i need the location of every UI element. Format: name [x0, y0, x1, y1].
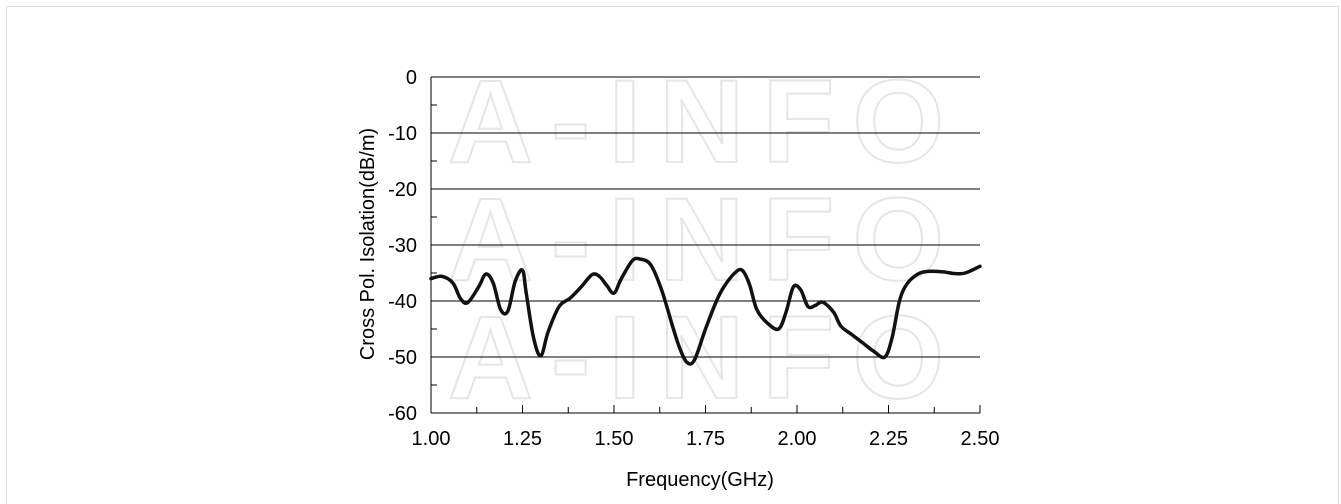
- y-tick-label: -40: [388, 291, 417, 313]
- y-tick-label: 0: [406, 67, 417, 89]
- x-tick-label: 2.00: [778, 428, 817, 450]
- axes: [430, 77, 981, 414]
- series-line: [429, 256, 982, 366]
- x-tick-label: 1.00: [412, 428, 451, 450]
- watermark-text: A-INFO: [448, 56, 962, 188]
- y-tick-label: -30: [388, 235, 417, 257]
- watermark: A-INFO A-INFO A-INFO: [447, 55, 962, 425]
- x-tick-label: 2.25: [869, 428, 908, 450]
- gridlines: [431, 76, 980, 358]
- y-tick-label: -10: [388, 123, 417, 145]
- tick-labels: 0 -10 -20 -30 -40 -50 -60 1.00 1.25 1.50 1.75 2.00 2…: [388, 67, 999, 450]
- x-tick-label: 1.75: [686, 428, 725, 450]
- x-tick-label: 1.25: [503, 428, 542, 450]
- series: [429, 256, 982, 366]
- figure-frame: [6, 6, 1339, 504]
- y-tick-label: -20: [388, 179, 417, 201]
- watermark-text: A-INFO: [448, 174, 962, 306]
- x-tick-label: 1.50: [595, 428, 634, 450]
- y-axis-title: Cross Pol. Isolation(dB/m): [357, 128, 379, 360]
- x-tick-label: 2.50: [961, 428, 1000, 450]
- x-axis-title: Frequency(GHz): [626, 469, 774, 491]
- y-tick-label: -50: [388, 347, 417, 369]
- y-tick-label: -60: [388, 403, 417, 425]
